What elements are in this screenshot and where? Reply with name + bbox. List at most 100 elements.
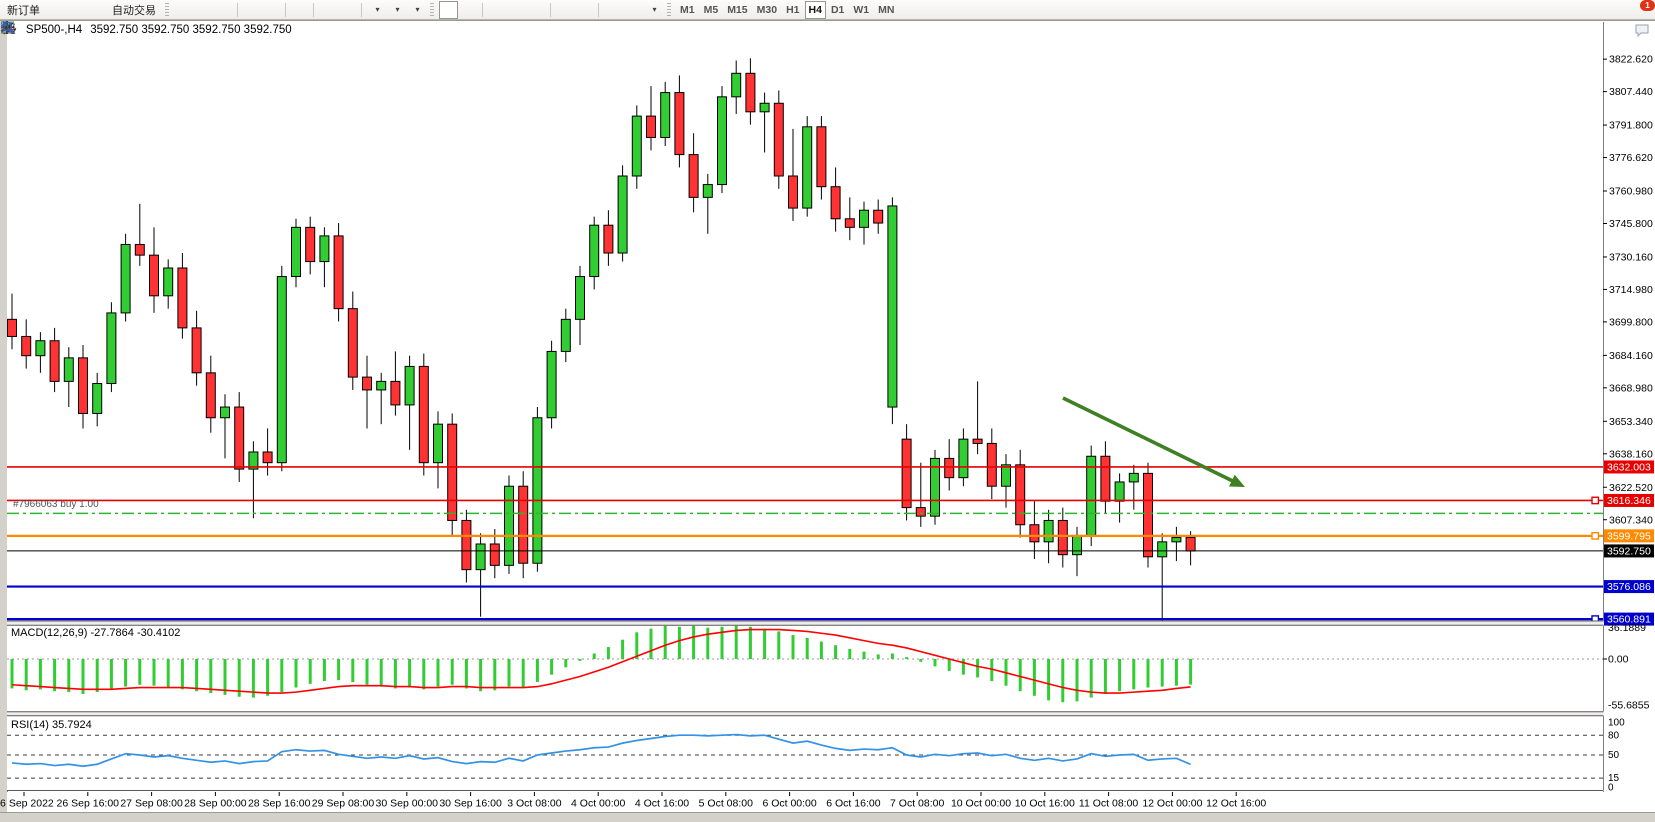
chevron-down-icon: ▾: [652, 5, 657, 14]
horizontal-line-button[interactable]: [1, 1, 526, 29]
search-button[interactable]: [2, 1, 1632, 35]
price-line-marker: [1591, 531, 1600, 540]
candle: [986, 442, 997, 487]
candle: [262, 451, 273, 464]
candle: [234, 406, 245, 470]
candle: [305, 226, 316, 263]
autotrading-label: 自动交易: [112, 4, 156, 17]
svg-text:12 Oct 16:00: 12 Oct 16:00: [1206, 798, 1266, 810]
candle: [21, 335, 32, 357]
vertical-line-button[interactable]: [5, 1, 506, 34]
candle: [362, 376, 372, 391]
price-lines-layer[interactable]: [7, 466, 1603, 623]
trendline-button[interactable]: [1, 1, 546, 33]
time-axis[interactable]: 26 Sep 2022 26 Sep 16:00 27 Sep 08:00 28 Se…: [0, 792, 1655, 812]
candle: [660, 92, 671, 138]
chat-button[interactable]: 1: [1633, 0, 1655, 37]
tile-windows-button[interactable]: [1, 1, 309, 34]
candle: [205, 372, 216, 419]
chart-canvas: 3632.003 3616.346 3599.795 3592.750 3576.086…: [0, 20, 1655, 822]
candlestick-chart-button[interactable]: [1, 1, 213, 34]
candle: [248, 451, 259, 470]
svg-text:26 Sep 16:00: 26 Sep 16:00: [57, 798, 120, 810]
timeframe-m30-button[interactable]: M30: [753, 1, 781, 19]
candle: [1001, 464, 1011, 487]
candle: [589, 224, 600, 278]
candle: [78, 357, 88, 414]
svg-text:T: T: [5, 23, 11, 33]
fibonacci-button[interactable]: F: [1, 1, 594, 35]
candle: [149, 254, 159, 297]
toolbar-separator: [550, 2, 551, 17]
svg-text:6 Oct 16:00: 6 Oct 16:00: [826, 798, 880, 810]
svg-text:30 Sep 00:00: 30 Sep 00:00: [376, 798, 439, 810]
candle: [1171, 537, 1182, 543]
timeframe-mn-button[interactable]: MN: [874, 1, 898, 19]
candle: [333, 235, 344, 310]
toolbar-grip[interactable]: [667, 2, 671, 17]
indicators-button[interactable]: ▾: [1, 1, 385, 31]
chart-plot-area[interactable]: [7, 22, 1603, 621]
candle: [972, 438, 983, 444]
timeframe-h4-button[interactable]: H4: [804, 0, 826, 19]
toolbar-grip[interactable]: [430, 2, 434, 17]
svg-text:3607.340: 3607.340: [1609, 514, 1653, 526]
zoom-out-button[interactable]: [2, 1, 281, 34]
rsi-panel[interactable]: [7, 716, 1603, 790]
macd-panel[interactable]: [7, 625, 1603, 712]
autotrading-button[interactable]: 自动交易: [1, 1, 160, 33]
timeframe-h1-button[interactable]: H1: [782, 1, 803, 19]
line-chart-button[interactable]: [1, 1, 233, 34]
svg-text:10 Oct 00:00: 10 Oct 00:00: [951, 798, 1011, 810]
candle: [759, 102, 770, 113]
candle: [1157, 541, 1168, 558]
toolbar-separator: [598, 2, 599, 17]
candle: [603, 224, 614, 254]
candles-layer[interactable]: [7, 58, 1196, 621]
candle: [717, 96, 727, 186]
candle: [63, 357, 74, 382]
timeframe-d1-button[interactable]: D1: [827, 1, 848, 19]
text-label-button[interactable]: T: [1, 1, 642, 33]
toolbar-separator: [313, 2, 314, 17]
candle: [1015, 464, 1026, 526]
chart-shift-button[interactable]: [1, 1, 357, 34]
svg-text:3592.750: 3592.750: [1607, 546, 1651, 558]
candle: [802, 126, 813, 209]
equidistant-channel-button[interactable]: E: [0, 1, 574, 35]
timeframe-m1-button[interactable]: M1: [676, 1, 699, 19]
svg-text:4 Oct 00:00: 4 Oct 00:00: [571, 798, 625, 810]
candle: [92, 383, 103, 414]
auto-scroll-button[interactable]: [1, 1, 337, 34]
price-axis[interactable]: 3632.003 3616.346 3599.795 3592.750 3576.086…: [1603, 22, 1655, 794]
new-order-button[interactable]: 新订单: [3, 1, 44, 19]
crosshair-button[interactable]: [1, 1, 478, 34]
svg-text:3760.980: 3760.980: [1609, 186, 1653, 198]
cursor-button[interactable]: [3, 0, 458, 33]
bar-chart-button[interactable]: [1, 1, 193, 34]
svg-text:27 Sep 08:00: 27 Sep 08:00: [120, 798, 183, 810]
svg-text:10 Oct 16:00: 10 Oct 16:00: [1015, 798, 1075, 810]
text-button[interactable]: A: [2, 1, 622, 35]
zoom-in-button[interactable]: [2, 1, 261, 34]
chart-profile-button[interactable]: [0, 1, 64, 31]
candle: [106, 312, 117, 385]
templates-button[interactable]: ▾: [1, 1, 425, 33]
svg-text:5 Oct 08:00: 5 Oct 08:00: [699, 798, 753, 810]
signals-button[interactable]: [1, 1, 104, 34]
candle: [631, 115, 642, 177]
toolbar: 新订单 自动交易 ▾ ▾ ▾ E F A T ▾ M1 M5 M15 M30 H…: [0, 0, 1655, 37]
svg-text:100: 100: [1608, 718, 1625, 729]
toolbar-grip[interactable]: [165, 2, 169, 17]
svg-text:3807.440: 3807.440: [1609, 86, 1653, 98]
arrows-button[interactable]: ▾: [1, 1, 662, 33]
trend-arrow[interactable]: [1062, 396, 1245, 487]
candle: [504, 485, 514, 566]
periods-button[interactable]: ▾: [1, 1, 405, 34]
svg-text:3653.340: 3653.340: [1609, 416, 1653, 428]
timeframe-m15-button[interactable]: M15: [723, 1, 751, 19]
timeframe-m5-button[interactable]: M5: [700, 1, 723, 19]
timeframe-w1-button[interactable]: W1: [849, 1, 873, 19]
candle: [1143, 472, 1153, 558]
market-watch-button[interactable]: [1, 1, 84, 34]
